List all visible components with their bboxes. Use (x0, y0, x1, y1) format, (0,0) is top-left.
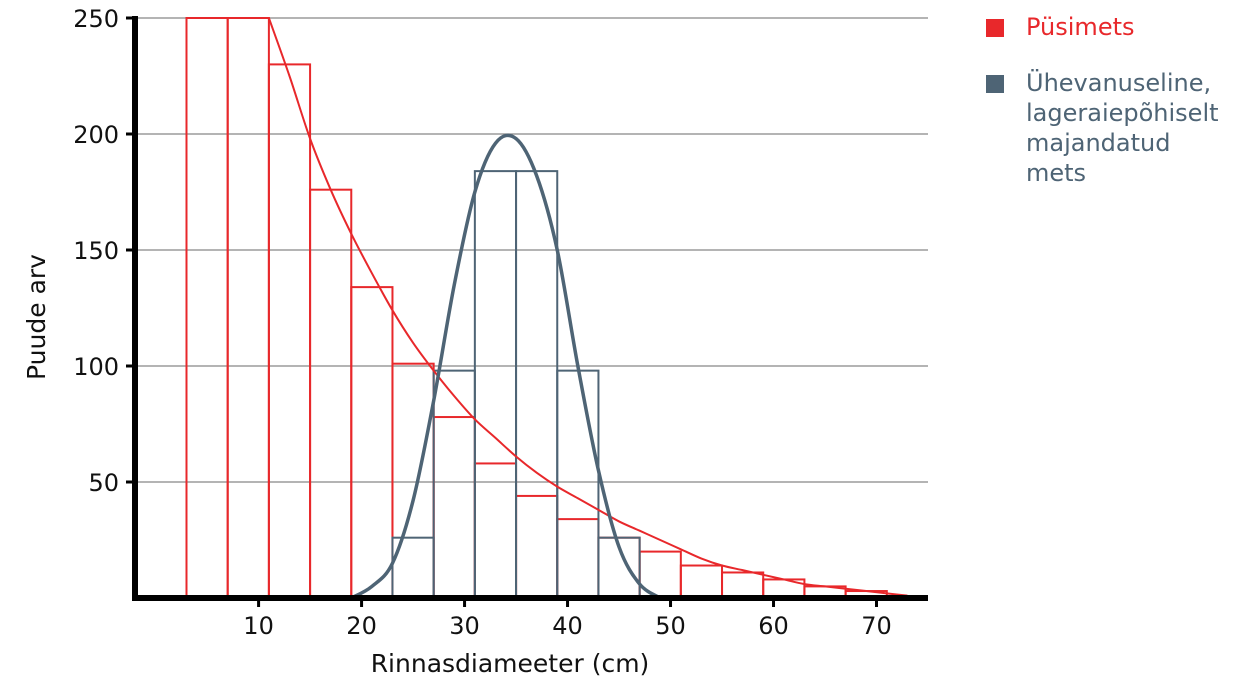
x-axis-label: Rinnasdiameeter (cm) (371, 649, 650, 678)
legend-label-line-1: Ühevanuseline, (1026, 69, 1212, 97)
y-axis-label: Puude arv (22, 254, 51, 380)
uhevanuseline-bar (473, 170, 518, 599)
axis-ticks: 10 20 30 40 50 60 70 50 100 150 200 250 (73, 5, 892, 640)
uhevanuseline-swatch (986, 75, 1004, 93)
x-tick-label: 10 (243, 612, 274, 640)
uhevanuseline-bars (391, 170, 641, 600)
pusimets-bar (432, 416, 476, 600)
y-tick-label: 250 (73, 5, 119, 33)
uhevanuseline-bar (556, 369, 600, 600)
uhevanuseline-bar (432, 369, 476, 600)
x-tick-label: 60 (758, 612, 789, 640)
pusimets-bar (185, 17, 229, 599)
x-tick-label: 50 (655, 612, 686, 640)
x-tick-label: 40 (552, 612, 583, 640)
legend: Püsimets Ühevanuseline, lageraiepõhiselt… (986, 12, 1236, 214)
legend-label-pusimets: Püsimets (1026, 13, 1135, 41)
legend-item-pusimets: Püsimets (986, 12, 1236, 42)
y-tick-label: 150 (73, 237, 119, 265)
uhevanuseline-curve (350, 133, 662, 600)
pusimets-curve (267, 17, 908, 597)
y-tick-label: 200 (73, 121, 119, 149)
pusimets-bar (267, 63, 312, 599)
x-tick-label: 30 (449, 612, 480, 640)
x-tick-label: 70 (861, 612, 892, 640)
y-tick-label: 50 (88, 469, 119, 497)
y-tick-label: 100 (73, 353, 119, 381)
pusimets-bar (226, 17, 270, 599)
pusimets-bar (679, 564, 724, 600)
pusimets-bar (515, 494, 559, 600)
legend-item-uhevanuseline: Ühevanuseline, lageraiepõhiselt majandat… (986, 68, 1236, 188)
pusimets-swatch (986, 19, 1004, 37)
pusimets-bar (721, 571, 765, 599)
pusimets-bar (350, 286, 394, 599)
grid-lines (135, 17, 928, 483)
x-tick-label: 20 (346, 612, 377, 640)
pusimets-bar (473, 462, 518, 599)
uhevanuseline-bar (515, 170, 559, 599)
pusimets-bar (309, 188, 353, 599)
legend-label-line-2: lageraiepõhiselt (1026, 99, 1219, 127)
legend-label-uhevanuseline: Ühevanuseline, lageraiepõhiselt majandat… (1026, 68, 1236, 188)
legend-label-line-3: majandatud mets (1026, 129, 1171, 187)
pusimets-bar (556, 518, 600, 599)
pusimets-bar (391, 362, 435, 599)
pusimets-bars (185, 17, 888, 600)
